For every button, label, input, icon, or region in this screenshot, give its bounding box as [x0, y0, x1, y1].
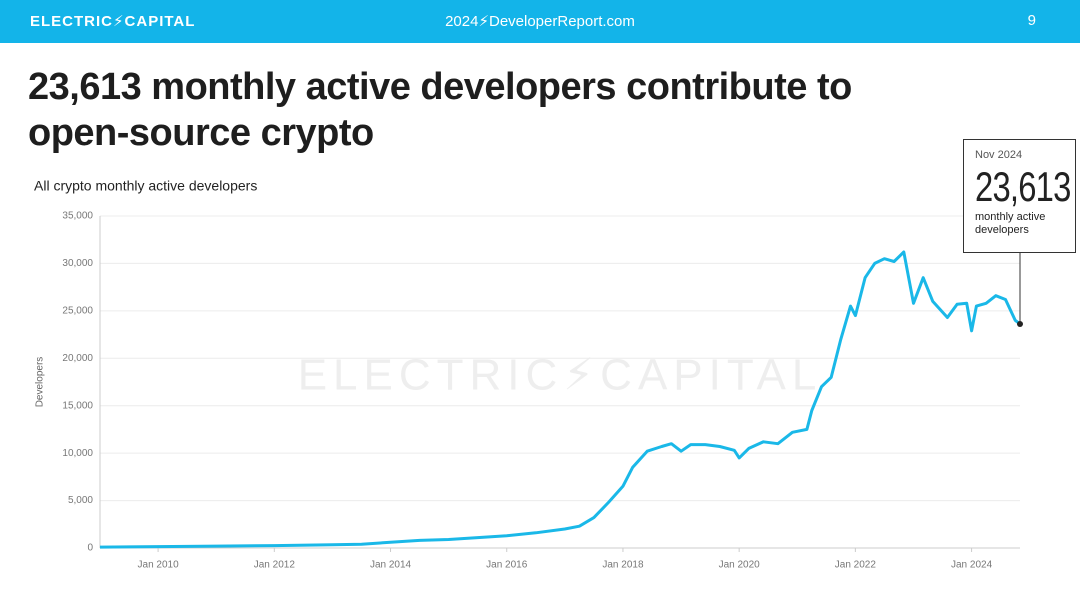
x-tick-label: Jan 2018	[602, 560, 644, 571]
x-tick-label: Jan 2020	[719, 560, 761, 571]
y-tick-label: 35,000	[62, 211, 93, 222]
brand: ELECTRIC⚡CAPITAL	[30, 13, 196, 30]
watermark: ELECTRIC⚡CAPITAL	[298, 351, 823, 400]
x-tick-label: Jan 2016	[486, 560, 528, 571]
annotation-text: monthly active developers	[975, 211, 1046, 236]
y-tick-label: 20,000	[62, 353, 93, 364]
y-tick-label: 25,000	[62, 305, 93, 316]
chart-subtitle: All crypto monthly active developers	[34, 178, 257, 194]
x-tick-label: Jan 2024	[951, 560, 993, 571]
y-tick-label: 10,000	[62, 448, 93, 459]
headline: 23,613 monthly active developers contrib…	[28, 66, 852, 154]
page-number: 9	[1027, 12, 1036, 29]
y-tick-label: 30,000	[62, 258, 93, 269]
x-tick-label: Jan 2012	[254, 560, 296, 571]
line-series	[99, 250, 1021, 549]
y-tick-label: 0	[87, 543, 93, 554]
annotation-box: Nov 2024 23,613 monthly active developer…	[963, 139, 1076, 253]
annotation-date: Nov 2024	[975, 149, 1023, 161]
x-tick-label: Jan 2022	[835, 560, 877, 571]
annotation-value: 23,613	[975, 163, 1071, 210]
y-axis-label: Developers	[35, 357, 46, 408]
x-tick-label: Jan 2010	[138, 560, 180, 571]
y-tick-label: 5,000	[68, 495, 93, 506]
header-bar: ELECTRIC⚡CAPITAL 2024⚡DeveloperReport.co…	[0, 0, 1080, 43]
site: 2024⚡DeveloperReport.com	[445, 13, 635, 30]
end-point	[1017, 321, 1023, 328]
x-tick-label: Jan 2014	[370, 560, 412, 571]
y-tick-label: 15,000	[62, 400, 93, 411]
